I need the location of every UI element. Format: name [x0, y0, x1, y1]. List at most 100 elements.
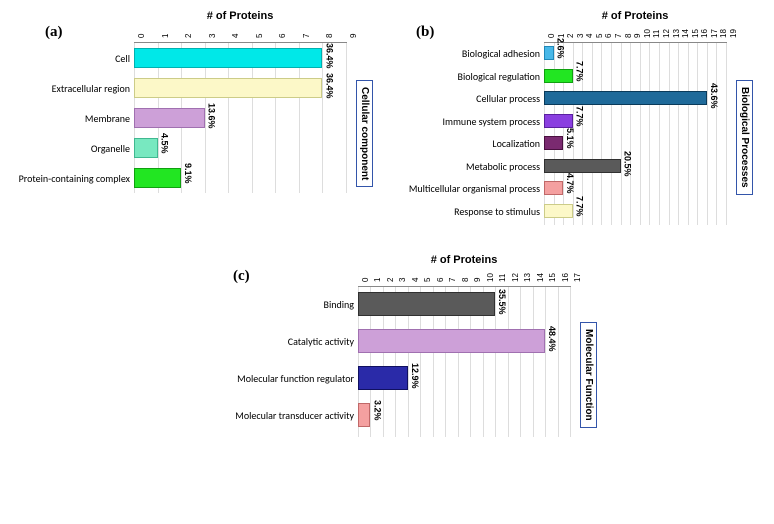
tick-label: 15: [548, 273, 557, 282]
bar-percent-label: 4.7%: [565, 173, 575, 194]
bar: [358, 403, 370, 427]
tick-label: 0: [137, 34, 146, 38]
tick-label: 11: [652, 30, 661, 38]
bar: [544, 46, 554, 60]
gridline: [570, 287, 571, 437]
category-label: Immune system process: [400, 115, 540, 128]
bar-percent-label: 7.7%: [575, 196, 585, 217]
tick-label: 10: [486, 273, 495, 282]
gridline: [640, 43, 641, 225]
category-label: Metabolic process: [400, 160, 540, 173]
bar-percent-label: 9.1%: [183, 163, 193, 184]
tick-label: 12: [662, 29, 671, 38]
bar: [544, 159, 621, 173]
tick-label: 5: [255, 34, 264, 38]
tick-label: 3: [398, 278, 407, 282]
tick-label: 6: [436, 278, 445, 282]
gridline: [726, 43, 727, 225]
bar-percent-label: 36.4%: [324, 73, 334, 99]
category-label: Cellular process: [400, 92, 540, 105]
tick-label: 2: [566, 34, 575, 38]
tick-label: 1: [161, 34, 170, 38]
tick-label: 6: [278, 34, 287, 38]
gridline: [495, 287, 496, 437]
tick-label: 4: [231, 34, 240, 38]
tick-label: 16: [561, 273, 570, 282]
axis-title: # of Proteins: [358, 254, 570, 266]
gridline: [707, 43, 708, 225]
tick-label: 8: [461, 278, 470, 282]
gridline: [688, 43, 689, 225]
gridline: [545, 287, 546, 437]
bar: [544, 69, 573, 83]
gridline: [611, 43, 612, 225]
tick-label: 9: [349, 34, 358, 38]
bar-percent-label: 43.6%: [709, 83, 719, 109]
category-label: Biological adhesion: [400, 47, 540, 60]
bar-percent-label: 5.1%: [565, 128, 575, 149]
bar-percent-label: 2.6%: [556, 38, 566, 59]
tick-label: 16: [700, 29, 709, 38]
category-label: Multicellular organismal process: [400, 182, 540, 195]
tick-label: 12: [511, 273, 520, 282]
gridline: [558, 287, 559, 437]
tick-label: 18: [719, 29, 728, 38]
category-label: Cell: [0, 52, 130, 65]
category-label: Binding: [222, 298, 354, 311]
bar-percent-label: 13.6%: [207, 103, 217, 129]
category-label: Extracellular region: [0, 82, 130, 95]
axis-title: # of Proteins: [544, 10, 726, 22]
bar: [358, 366, 408, 390]
tick-label: 13: [672, 29, 681, 38]
bar: [134, 168, 181, 188]
bar: [134, 78, 322, 98]
tick-label: 8: [624, 34, 633, 38]
gridline: [659, 43, 660, 225]
gridline: [669, 43, 670, 225]
bar: [544, 136, 563, 150]
tick-label: 7: [448, 278, 457, 282]
category-label: Protein-containing complex: [0, 172, 130, 185]
tick-label: 13: [523, 273, 532, 282]
bar: [544, 91, 707, 105]
bar: [134, 138, 158, 158]
bar: [544, 204, 573, 218]
tick-label: 17: [573, 273, 582, 282]
tick-label: 4: [411, 278, 420, 282]
category-label: Catalytic activity: [222, 335, 354, 348]
axis-title: # of Proteins: [134, 10, 346, 22]
tick-label: 7: [302, 34, 311, 38]
tick-label: 1: [373, 278, 382, 282]
tick-label: 15: [691, 29, 700, 38]
gridline: [601, 43, 602, 225]
gridline: [520, 287, 521, 437]
tick-label: 17: [710, 29, 719, 38]
tick-label: 2: [184, 34, 193, 38]
tick-label: 4: [585, 34, 594, 38]
tick-label: 6: [604, 34, 613, 38]
panel-a-label: (a): [45, 24, 63, 41]
gridline: [533, 287, 534, 437]
bar-percent-label: 12.9%: [410, 363, 420, 389]
category-label: Biological regulation: [400, 70, 540, 83]
bar-percent-label: 35.5%: [497, 289, 507, 315]
bar: [544, 181, 563, 195]
category-label: Response to stimulus: [400, 205, 540, 218]
tick-label: 14: [681, 29, 690, 38]
tick-label: 2: [386, 278, 395, 282]
gridline: [621, 43, 622, 225]
bar: [358, 292, 495, 316]
tick-label: 9: [633, 34, 642, 38]
side-title-b: Biological Processes: [736, 80, 753, 195]
category-label: Molecular function regulator: [222, 372, 354, 385]
gridline: [678, 43, 679, 225]
category-label: Localization: [400, 137, 540, 150]
category-label: Organelle: [0, 142, 130, 155]
tick-label: 19: [729, 29, 738, 38]
bar: [544, 114, 573, 128]
gridline: [697, 43, 698, 225]
bar-percent-label: 4.5%: [160, 133, 170, 154]
tick-label: 8: [325, 34, 334, 38]
gridline: [508, 287, 509, 437]
bar: [358, 329, 545, 353]
